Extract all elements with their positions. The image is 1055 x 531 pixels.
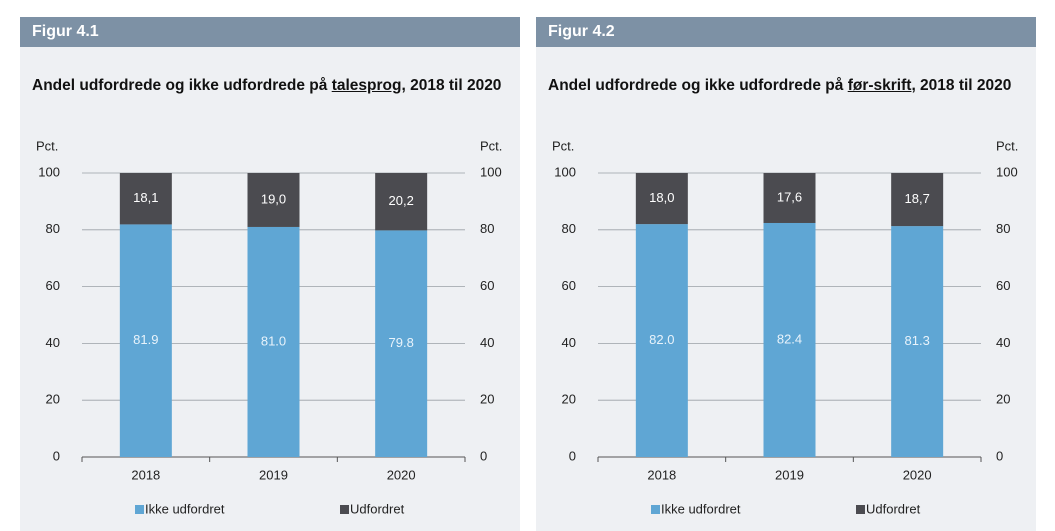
y-tick-label: 0	[53, 448, 60, 463]
legend-swatch	[135, 505, 144, 514]
y-tick-label: 20	[562, 392, 576, 407]
y2-tick-label: 100	[480, 164, 502, 179]
data-label: 20,2	[389, 193, 414, 208]
x-tick-label: 2020	[387, 467, 416, 482]
chart-panel: Figur 4.1 Andel udfordrede og ikke udford…	[20, 17, 520, 531]
y2-tick-label: 80	[996, 221, 1010, 236]
y-tick-label: 60	[562, 278, 576, 293]
chart-title: Andel udfordrede og ikke udfordrede på t…	[32, 75, 517, 96]
data-label: 19,0	[261, 191, 286, 206]
y2-tick-label: 40	[996, 335, 1010, 350]
y-tick-label: 40	[46, 335, 60, 350]
bar-segment	[891, 226, 944, 457]
data-label: 17,6	[777, 189, 802, 204]
y-tick-label: 0	[569, 448, 576, 463]
bar-segment	[635, 173, 688, 225]
data-label: 18,0	[649, 190, 674, 205]
bar-segment	[763, 222, 816, 457]
data-label: 82.4	[777, 331, 802, 346]
legend-label: Udfordret	[866, 501, 921, 516]
y-tick-label: 40	[562, 335, 576, 350]
figure-label: Figur 4.1	[20, 17, 520, 47]
y-tick-label: 80	[562, 221, 576, 236]
legend-label: Ikke udfordret	[145, 501, 225, 516]
y2-tick-label: 100	[996, 164, 1018, 179]
bar-segment	[375, 173, 428, 231]
y-tick-label: 100	[38, 164, 60, 179]
legend-swatch	[651, 505, 660, 514]
bar-segment	[119, 173, 172, 225]
y2-tick-label: 80	[480, 221, 494, 236]
y2-tick-label: 0	[480, 448, 487, 463]
data-label: 82.0	[649, 332, 674, 347]
y-tick-label: 100	[554, 164, 576, 179]
title-segment: , 2018 til 2020	[911, 77, 1012, 94]
y2-tick-label: 0	[996, 448, 1003, 463]
title-segment: Andel udfordrede og ikke udfordrede på	[548, 77, 848, 94]
y2-tick-label: 40	[480, 335, 494, 350]
title-segment: talesprog	[331, 77, 402, 94]
legend-swatch	[856, 505, 865, 514]
y-axis-label: Pct.	[552, 138, 574, 153]
bar-segment	[247, 226, 300, 457]
title-segment: før-skrift	[847, 77, 912, 94]
legend-label: Ikke udfordret	[661, 501, 741, 516]
data-label: 18,1	[133, 190, 158, 205]
bar-segment	[763, 173, 816, 223]
chart: Pct. Pct. 0 20 40 60 80 100 0 20 40 60 80 100 2018 81.9…	[36, 138, 502, 516]
figure-label: Figur 4.2	[536, 17, 1036, 47]
y-tick-label: 20	[46, 392, 60, 407]
y2-tick-label: 20	[480, 392, 494, 407]
x-tick-label: 2020	[903, 467, 932, 482]
title-segment: Andel udfordrede og ikke udfordrede på	[32, 77, 332, 94]
chart-panel: Figur 4.2 Andel udfordrede og ikke udford…	[536, 17, 1036, 531]
bar-segment	[375, 230, 428, 457]
y2-tick-label: 60	[996, 278, 1010, 293]
legend-swatch	[340, 505, 349, 514]
y-tick-label: 80	[46, 221, 60, 236]
data-label: 81.3	[905, 333, 930, 348]
data-label: 79.8	[389, 335, 414, 350]
x-tick-label: 2018	[647, 467, 676, 482]
x-tick-label: 2019	[775, 467, 804, 482]
legend-label: Udfordret	[350, 501, 405, 516]
title-segment: , 2018 til 2020	[401, 77, 502, 94]
y-tick-label: 60	[46, 278, 60, 293]
bar-segment	[891, 173, 944, 227]
y2-tick-label: 20	[996, 392, 1010, 407]
data-label: 81.9	[133, 332, 158, 347]
bar-segment	[119, 224, 172, 457]
data-label: 81.0	[261, 333, 286, 348]
bar-segment	[247, 173, 300, 227]
y2-axis-label: Pct.	[996, 138, 1018, 153]
chart: Pct. Pct. 0 20 40 60 80 100 0 20 40 60 80 100 2018 82.0…	[552, 138, 1018, 516]
y-axis-label: Pct.	[36, 138, 58, 153]
data-label: 18,7	[905, 191, 930, 206]
chart-title: Andel udfordrede og ikke udfordrede på f…	[548, 75, 1033, 96]
bar-segment	[635, 224, 688, 457]
y2-axis-label: Pct.	[480, 138, 502, 153]
x-tick-label: 2019	[259, 467, 288, 482]
x-tick-label: 2018	[131, 467, 160, 482]
y2-tick-label: 60	[480, 278, 494, 293]
